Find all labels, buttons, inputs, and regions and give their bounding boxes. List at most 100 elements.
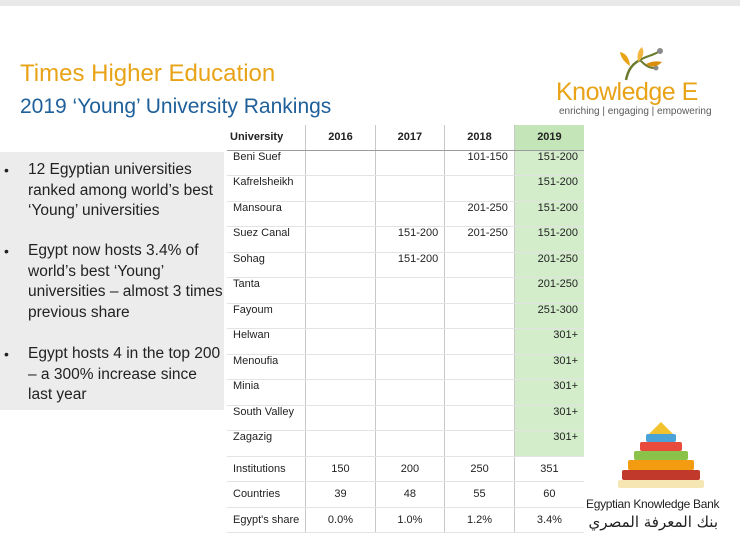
- cell-2018: [444, 328, 515, 355]
- table-row: Helwan 301+: [227, 328, 584, 355]
- summary-label: Countries: [227, 481, 307, 508]
- table-row: Sohag 151-200 201-250: [227, 252, 584, 278]
- header-2018: 2018: [444, 125, 515, 151]
- summary-2017: 1.0%: [375, 507, 446, 533]
- cell-university: Beni Suef: [227, 150, 307, 176]
- cell-2016: [305, 150, 376, 176]
- cell-2017: [375, 354, 446, 380]
- cell-university: Helwan: [227, 328, 307, 355]
- books-stack-icon: [618, 422, 704, 488]
- header-university: University: [227, 125, 307, 151]
- slide-title: Times Higher Education: [20, 60, 276, 87]
- cell-university: Fayoum: [227, 303, 307, 329]
- cell-2016: [305, 379, 376, 406]
- table-row: Minia 301+: [227, 379, 584, 406]
- cell-2016: [305, 226, 376, 253]
- cell-2018: [444, 175, 515, 202]
- bullet-icon: •: [4, 346, 9, 362]
- cell-2019: 151-200: [514, 175, 584, 202]
- cell-2019: 301+: [514, 405, 584, 431]
- cell-2017: [375, 150, 446, 176]
- cell-2019: 151-200: [514, 226, 584, 253]
- summary-2016: 0.0%: [305, 507, 376, 533]
- bullet-text: 12 Egyptian universities ranked among wo…: [28, 161, 213, 219]
- cell-2016: [305, 252, 376, 278]
- cell-university: Mansoura: [227, 201, 307, 227]
- bullet-item: • Egypt now hosts 3.4% of world’s best ‘…: [4, 241, 224, 323]
- summary-2016: 150: [305, 455, 376, 482]
- bullet-item: • Egypt hosts 4 in the top 200 – a 300% …: [4, 344, 224, 406]
- cell-university: Minia: [227, 379, 307, 406]
- cell-2017: [375, 328, 446, 355]
- cell-2019: 201-250: [514, 277, 584, 304]
- cell-2017: [375, 405, 446, 431]
- cell-2018: 201-250: [444, 226, 515, 253]
- cell-university: Suez Canal: [227, 226, 307, 253]
- cell-2017: 151-200: [375, 252, 446, 278]
- rankings-table: University 2016 2017 2018 2019 Beni Suef…: [227, 125, 584, 533]
- tree-icon: [620, 47, 663, 81]
- cell-2019: 151-200: [514, 201, 584, 227]
- cell-university: South Valley: [227, 405, 307, 431]
- cell-2017: [375, 379, 446, 406]
- summary-2016: 39: [305, 481, 376, 508]
- bullet-panel: • 12 Egyptian universities ranked among …: [0, 152, 224, 410]
- cell-university: Tanta: [227, 277, 307, 304]
- cell-2018: [444, 277, 515, 304]
- ekb-name-arabic: بنك المعرفة المصري: [588, 513, 718, 531]
- cell-2016: [305, 430, 376, 457]
- cell-2016: [305, 201, 376, 227]
- cell-2018: [444, 379, 515, 406]
- cell-2019: 301+: [514, 354, 584, 380]
- cell-university: Zagazig: [227, 430, 307, 457]
- cell-2018: 101-150: [444, 150, 515, 176]
- summary-2018: 1.2%: [444, 507, 515, 533]
- cell-2018: [444, 303, 515, 329]
- header-2019: 2019: [514, 125, 584, 151]
- cell-university: Sohag: [227, 252, 307, 278]
- table-row: Zagazig 301+: [227, 430, 584, 457]
- knowledge-e-logo: Knowledge E enriching | engaging | empow…: [552, 44, 712, 122]
- cell-2016: [305, 328, 376, 355]
- table-row: Fayoum 251-300: [227, 303, 584, 329]
- header-2017: 2017: [375, 125, 446, 151]
- cell-2017: [375, 430, 446, 457]
- bullet-icon: •: [4, 243, 9, 259]
- table-row: South Valley 301+: [227, 405, 584, 431]
- cell-2017: [375, 277, 446, 304]
- cell-2018: 201-250: [444, 201, 515, 227]
- logo-name: Knowledge E: [556, 78, 698, 106]
- cell-2016: [305, 303, 376, 329]
- table-header-row: University 2016 2017 2018 2019: [227, 125, 584, 151]
- table-row: Kafrelsheikh 151-200: [227, 175, 584, 202]
- cell-2019: 301+: [514, 379, 584, 406]
- summary-label: Institutions: [227, 455, 307, 482]
- top-bar: [0, 0, 740, 6]
- summary-row: Institutions 150 200 250 351: [227, 455, 584, 482]
- summary-row: Egypt's share 0.0% 1.0% 1.2% 3.4%: [227, 507, 584, 533]
- cell-2018: [444, 354, 515, 380]
- cell-2017: [375, 201, 446, 227]
- cell-2018: [444, 430, 515, 457]
- cell-2016: [305, 175, 376, 202]
- cell-2019: 251-300: [514, 303, 584, 329]
- summary-2019: 60: [514, 481, 584, 508]
- table-row: Menoufia 301+: [227, 354, 584, 380]
- cell-2019: 201-250: [514, 252, 584, 278]
- header-2016: 2016: [305, 125, 376, 151]
- summary-2018: 250: [444, 455, 515, 482]
- cell-2016: [305, 354, 376, 380]
- bullet-item: • 12 Egyptian universities ranked among …: [4, 160, 224, 222]
- cell-university: Menoufia: [227, 354, 307, 380]
- summary-2017: 200: [375, 455, 446, 482]
- cell-2018: [444, 405, 515, 431]
- cell-2017: 151-200: [375, 226, 446, 253]
- table-row: Beni Suef 101-150 151-200: [227, 150, 584, 176]
- table-row: Mansoura 201-250 151-200: [227, 201, 584, 227]
- summary-label: Egypt's share: [227, 507, 307, 533]
- cell-2016: [305, 277, 376, 304]
- summary-2019: 351: [514, 455, 584, 482]
- cell-2017: [375, 175, 446, 202]
- cell-2018: [444, 252, 515, 278]
- ekb-name-english: Egyptian Knowledge Bank: [586, 497, 720, 511]
